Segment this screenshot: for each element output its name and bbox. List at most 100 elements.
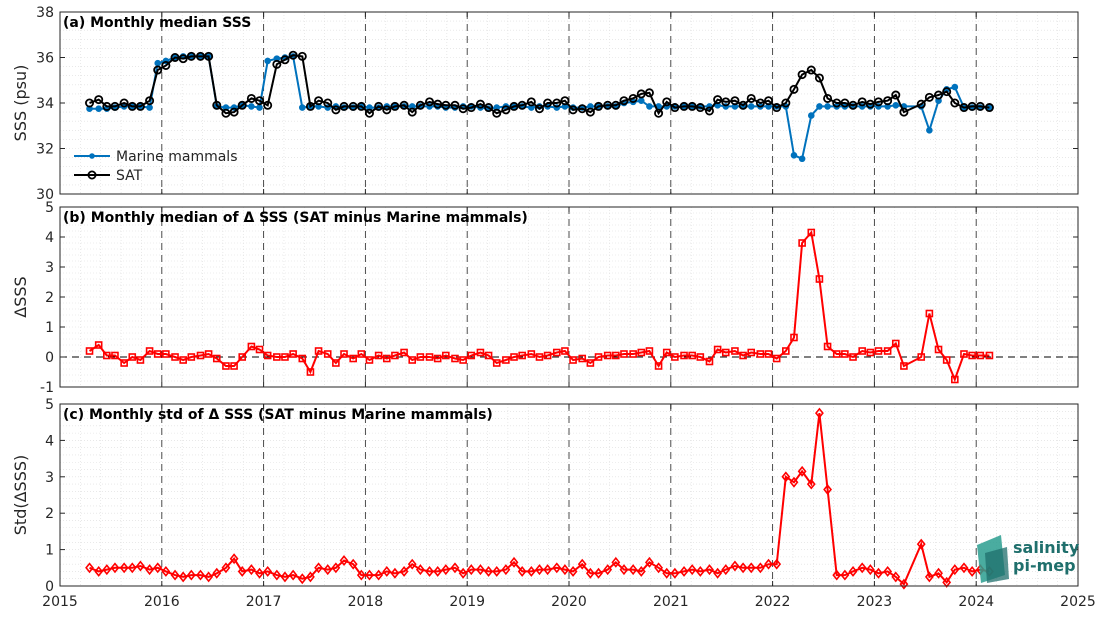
- data-point: [348, 101, 358, 111]
- data-point: [916, 538, 926, 550]
- data-point: [323, 350, 332, 358]
- panel-3: 0 1 2 3 4 5 2015 2016 2017 2018 2019 2020 2021 2022 20…: [11, 397, 1096, 610]
- data-point: [577, 104, 587, 114]
- data-point: [102, 564, 112, 576]
- data-point: [314, 562, 324, 574]
- data-point: [806, 65, 816, 75]
- data-point: [94, 565, 104, 577]
- data-point: [823, 93, 833, 103]
- data-point: [832, 569, 842, 581]
- data-point: [517, 100, 527, 110]
- data-point: [772, 354, 781, 363]
- series-line: [89, 412, 990, 586]
- data-point: [288, 569, 298, 581]
- x-tick-label: 2016: [144, 594, 180, 610]
- data-point: [798, 155, 806, 163]
- data-point: [255, 96, 265, 106]
- data-point: [891, 571, 901, 583]
- data-point: [731, 347, 739, 355]
- data-point: [629, 350, 637, 358]
- data-point: [273, 353, 281, 361]
- data-point: [348, 558, 358, 570]
- data-point: [94, 341, 103, 349]
- data-point: [467, 351, 476, 360]
- data-point: [934, 90, 944, 100]
- data-point: [619, 564, 629, 576]
- data-point: [873, 97, 883, 107]
- data-point: [127, 562, 137, 574]
- logo-line2: pi-mep: [1013, 556, 1076, 575]
- data-point: [926, 127, 933, 134]
- x-tick-label: 2025: [1060, 594, 1096, 610]
- data-point: [237, 100, 247, 110]
- data-point: [543, 564, 553, 576]
- data-point: [883, 96, 893, 106]
- data-point: [204, 571, 214, 583]
- data-point: [687, 564, 697, 576]
- data-point: [848, 100, 858, 110]
- data-point: [578, 354, 587, 363]
- data-point: [654, 108, 664, 118]
- data-point: [222, 362, 230, 370]
- data-point: [237, 565, 247, 577]
- data-point: [534, 104, 544, 114]
- data-point: [746, 562, 756, 574]
- data-point: [781, 471, 791, 483]
- data-point: [603, 100, 613, 110]
- data-point: [594, 353, 603, 361]
- data-point: [670, 567, 680, 579]
- data-point: [543, 98, 553, 108]
- panel-title: (b) Monthly median of Δ SSS (SAT minus M…: [63, 210, 528, 226]
- data-point: [264, 57, 271, 65]
- data-point: [644, 556, 654, 568]
- data-point: [382, 354, 391, 363]
- data-point: [756, 350, 765, 358]
- data-point: [280, 571, 290, 583]
- data-point: [637, 97, 645, 105]
- data-point: [339, 101, 349, 111]
- panel-1: 30 32 34 36 38 (a) Monthly median SSS SSS (psu…: [11, 5, 1079, 203]
- data-point: [527, 350, 536, 358]
- data-point: [466, 564, 476, 576]
- y-tick-label: 32: [36, 142, 54, 158]
- data-point: [229, 553, 239, 565]
- series-sat: [85, 50, 994, 118]
- data-point: [502, 356, 510, 364]
- data-point: [951, 375, 959, 384]
- data-point: [94, 95, 104, 105]
- data-point: [256, 104, 263, 111]
- data-point: [797, 70, 807, 80]
- data-point: [874, 567, 883, 579]
- data-point: [747, 103, 755, 110]
- y-tick-label: 2: [45, 290, 54, 306]
- legend-label: SAT: [116, 168, 143, 184]
- data-point: [323, 564, 333, 576]
- data-point: [476, 348, 485, 357]
- data-point: [229, 107, 239, 117]
- data-point: [823, 342, 832, 351]
- data-point: [680, 351, 688, 360]
- data-point: [942, 576, 952, 588]
- data-point: [484, 103, 494, 113]
- data-point: [772, 103, 782, 113]
- panel-title: (c) Monthly std of Δ SSS (SAT minus Mari…: [63, 407, 493, 423]
- data-point: [628, 564, 638, 576]
- data-point: [179, 356, 187, 364]
- data-point: [442, 351, 450, 360]
- data-point: [365, 569, 374, 581]
- data-point: [976, 351, 985, 360]
- y-tick-label: 5: [45, 397, 54, 413]
- data-point: [721, 564, 731, 576]
- data-point: [407, 107, 417, 117]
- series-line: [89, 54, 990, 116]
- data-point: [687, 101, 697, 111]
- x-tick-label: 2022: [755, 594, 791, 610]
- data-point: [518, 351, 526, 360]
- data-point: [433, 565, 443, 577]
- data-point: [891, 339, 900, 348]
- data-point: [382, 565, 392, 577]
- x-tick-label: 2015: [42, 594, 78, 610]
- data-point: [586, 359, 595, 367]
- series-line: [88, 230, 990, 383]
- data-point: [543, 351, 552, 360]
